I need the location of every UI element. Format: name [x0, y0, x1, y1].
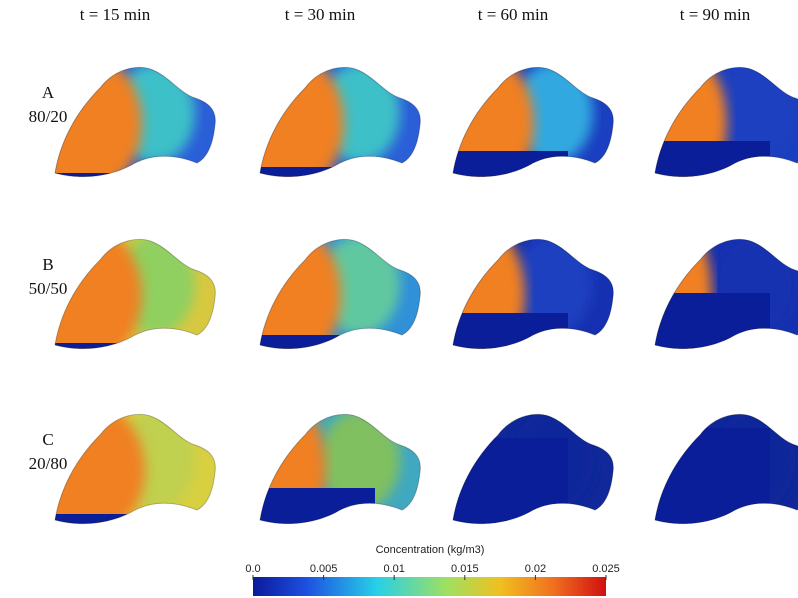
nasal-cavity-rendering [643, 53, 798, 193]
low-region [50, 514, 170, 538]
row-ratio: 20/80 [29, 454, 68, 473]
row-letter: B [42, 255, 53, 274]
low-region [255, 167, 375, 191]
low-region [50, 343, 170, 363]
row-letter: C [42, 430, 53, 449]
low-region [650, 141, 770, 191]
rendering-fill [254, 400, 430, 540]
nasal-cavity-rendering [441, 225, 623, 365]
rendering-fill [239, 225, 430, 365]
row-ratio: 50/50 [29, 279, 68, 298]
renderings [25, 53, 798, 540]
nasal-cavity-rendering [239, 225, 430, 365]
nasal-cavity-rendering [650, 225, 798, 365]
rendering-fill [650, 225, 798, 365]
low-region [255, 488, 375, 538]
rendering-fill [643, 53, 798, 193]
low-region [448, 313, 568, 363]
row-letter: A [42, 83, 55, 102]
rendering-fill [448, 400, 623, 540]
colorbar-tick-label: 0.02 [525, 563, 546, 575]
colorbar [253, 577, 606, 596]
rendering-fill [236, 53, 430, 193]
nasal-cavity-rendering [236, 53, 430, 193]
figure: Concentration (kg/m3) t = 15 min t = 30 m… [0, 0, 798, 598]
colorbar-tick-label: 0.015 [451, 563, 479, 575]
colorbar-title: Concentration (kg/m3) [376, 544, 485, 556]
column-header: t = 60 min [478, 5, 549, 24]
row-ratio: 80/20 [29, 107, 68, 126]
nasal-cavity-rendering [254, 400, 430, 540]
column-header: t = 15 min [80, 5, 151, 24]
nasal-cavity-rendering [448, 400, 623, 540]
colorbar-tick-label: 0.01 [383, 563, 404, 575]
column-header: t = 90 min [680, 5, 751, 24]
rendering-fill [432, 53, 623, 193]
rendering-fill [441, 225, 623, 365]
low-region [650, 428, 770, 538]
nasal-cavity-rendering [432, 53, 623, 193]
colorbar-tick-label: 0.0 [245, 563, 260, 575]
colorbar-tick-label: 0.025 [592, 563, 620, 575]
nasal-cavity-rendering [650, 405, 798, 538]
column-header: t = 30 min [285, 5, 356, 24]
colorbar-tick-label: 0.005 [310, 563, 338, 575]
low-region [255, 335, 375, 363]
